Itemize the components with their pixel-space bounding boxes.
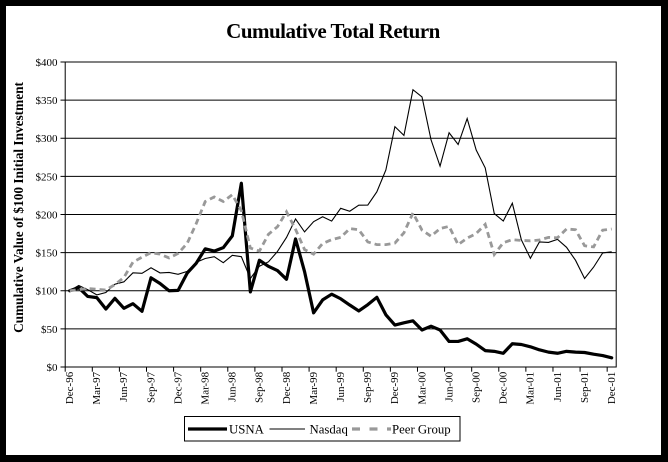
svg-text:USNA: USNA <box>229 422 265 436</box>
svg-text:Cumulative Value of $100 Initi: Cumulative Value of $100 Initial Investm… <box>11 82 26 333</box>
svg-text:Dec-01: Dec-01 <box>606 372 618 404</box>
svg-text:Jun-01: Jun-01 <box>552 372 564 402</box>
svg-text:Mar-97: Mar-97 <box>91 371 103 404</box>
svg-text:Dec-97: Dec-97 <box>172 371 184 404</box>
svg-text:Dec-98: Dec-98 <box>281 371 293 404</box>
svg-text:Sep-01: Sep-01 <box>579 372 591 403</box>
svg-text:Sep-00: Sep-00 <box>470 371 482 403</box>
svg-text:Dec-00: Dec-00 <box>498 371 510 404</box>
svg-text:Jun-98: Jun-98 <box>227 371 239 401</box>
svg-text:$200: $200 <box>36 209 59 221</box>
svg-text:Jun-00: Jun-00 <box>443 371 455 401</box>
svg-text:$400: $400 <box>36 57 59 69</box>
svg-text:$350: $350 <box>36 95 59 107</box>
svg-text:Mar-00: Mar-00 <box>416 371 428 404</box>
svg-text:Mar-98: Mar-98 <box>200 371 212 404</box>
svg-text:Nasdaq: Nasdaq <box>310 422 349 436</box>
svg-text:$100: $100 <box>36 286 59 298</box>
svg-text:Jun-99: Jun-99 <box>335 371 347 401</box>
svg-text:Mar-99: Mar-99 <box>308 371 320 404</box>
svg-text:$300: $300 <box>36 133 59 145</box>
svg-text:Sep-97: Sep-97 <box>145 371 157 403</box>
svg-text:Sep-98: Sep-98 <box>254 371 266 403</box>
svg-text:Mar-01: Mar-01 <box>525 372 537 405</box>
svg-text:$0: $0 <box>47 362 59 374</box>
svg-text:Cumulative Total Return: Cumulative Total Return <box>226 19 441 43</box>
svg-text:Sep-99: Sep-99 <box>362 371 374 403</box>
svg-text:$50: $50 <box>41 324 58 336</box>
svg-text:Jun-97: Jun-97 <box>118 371 130 401</box>
svg-text:$250: $250 <box>36 171 59 183</box>
svg-text:Dec-96: Dec-96 <box>64 371 76 404</box>
svg-text:$150: $150 <box>36 248 59 260</box>
svg-text:Peer Group: Peer Group <box>392 422 451 436</box>
svg-text:Dec-99: Dec-99 <box>389 371 401 404</box>
